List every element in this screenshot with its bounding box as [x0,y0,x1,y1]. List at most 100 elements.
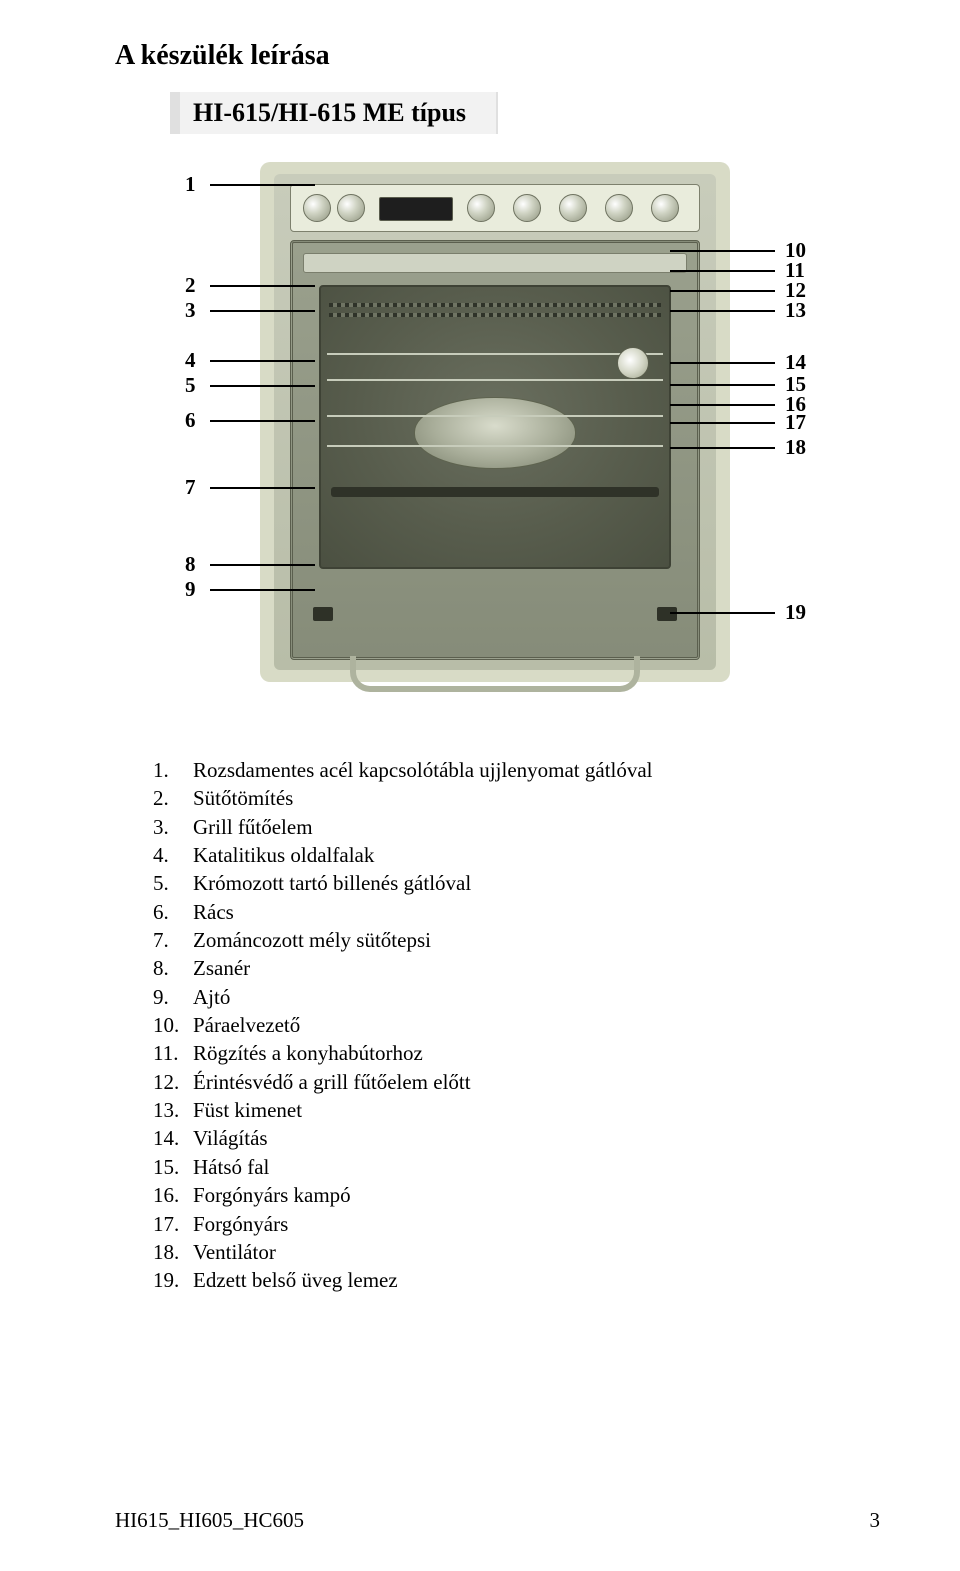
callout-number: 19 [785,600,806,625]
list-item-text: Rögzítés a konyhabútorhoz [193,1039,423,1067]
list-item: 15.Hátsó fal [153,1153,880,1181]
list-item-text: Ventilátor [193,1238,276,1266]
display [379,197,453,221]
grill-element [329,303,661,307]
list-item-number: 4. [153,841,193,869]
list-item: 6.Rács [153,898,880,926]
callout-number: 9 [185,577,196,602]
list-item-number: 5. [153,869,193,897]
list-item: 1.Rozsdamentes acél kapcsolótábla ujjlen… [153,756,880,784]
list-item: 9.Ajtó [153,983,880,1011]
callout-leader [670,404,775,406]
list-item-text: Forgónyárs [193,1210,288,1238]
list-item-text: Érintésvédő a grill fűtőelem előtt [193,1068,471,1096]
list-item-number: 11. [153,1039,193,1067]
grill-element [329,313,661,317]
list-item-text: Világítás [193,1124,268,1152]
callout-leader [670,447,775,449]
list-item-number: 9. [153,983,193,1011]
list-item: 16.Forgónyárs kampó [153,1181,880,1209]
list-item: 12.Érintésvédő a grill fűtőelem előtt [153,1068,880,1096]
callout-leader [210,487,315,489]
list-item-text: Forgónyárs kampó [193,1181,351,1209]
callout-leader [670,362,775,364]
food-rotisserie [414,397,576,469]
rack-rail [327,353,663,355]
list-item-number: 10. [153,1011,193,1039]
rack-rail [327,379,663,381]
callout-number: 7 [185,475,196,500]
callout-number: 6 [185,408,196,433]
knob [605,194,633,222]
callout-number: 13 [785,298,806,323]
control-panel [290,184,700,232]
list-item: 3.Grill fűtőelem [153,813,880,841]
callout-leader [210,589,315,591]
callout-leader [210,285,315,287]
list-item-text: Ajtó [193,983,230,1011]
callout-leader [210,564,315,566]
list-item: 4.Katalitikus oldalfalak [153,841,880,869]
oven-cavity [319,285,671,569]
list-item-number: 8. [153,954,193,982]
callout-number: 8 [185,552,196,577]
callout-leader [670,384,775,386]
hinge [313,607,333,621]
list-item-number: 14. [153,1124,193,1152]
callout-number: 4 [185,348,196,373]
list-item: 2.Sütőtömítés [153,784,880,812]
list-item-number: 7. [153,926,193,954]
knob [651,194,679,222]
knob [467,194,495,222]
list-item-number: 17. [153,1210,193,1238]
list-item-number: 2. [153,784,193,812]
list-item-number: 13. [153,1096,193,1124]
list-item-number: 16. [153,1181,193,1209]
list-item-number: 15. [153,1153,193,1181]
callout-leader [670,270,775,272]
model-subtitle: HI-615/HI-615 ME típus [170,92,498,134]
callout-leader [210,420,315,422]
list-item-number: 3. [153,813,193,841]
list-item: 14.Világítás [153,1124,880,1152]
list-item: 19.Edzett belső üveg lemez [153,1266,880,1294]
footer-doc-id: HI615_HI605_HC605 [115,1508,304,1533]
list-item: 17.Forgónyárs [153,1210,880,1238]
list-item: 10.Páraelvezető [153,1011,880,1039]
oven-diagram: 12345678910111213141516171819 [115,162,855,722]
list-item-text: Páraelvezető [193,1011,300,1039]
door-handle [350,656,640,692]
list-item: 7.Zománcozott mély sütőtepsi [153,926,880,954]
callout-leader [670,422,775,424]
list-item-text: Krómozott tartó billenés gátlóval [193,869,471,897]
list-item-text: Sütőtömítés [193,784,293,812]
list-item-text: Rács [193,898,234,926]
callout-leader [210,310,315,312]
list-item-text: Füst kimenet [193,1096,302,1124]
list-item-number: 18. [153,1238,193,1266]
hinge [657,607,677,621]
list-item-number: 19. [153,1266,193,1294]
callout-number: 1 [185,172,196,197]
oven-light [617,347,649,379]
list-item-text: Rozsdamentes acél kapcsolótábla ujjlenyo… [193,756,653,784]
callout-leader [670,310,775,312]
rack-rail [327,445,663,447]
callout-leader [210,385,315,387]
callout-leader [210,184,315,186]
list-item: 13.Füst kimenet [153,1096,880,1124]
baking-tray [331,487,659,497]
callout-number: 3 [185,298,196,323]
parts-list: 1.Rozsdamentes acél kapcsolótábla ujjlen… [153,756,880,1295]
knob [337,194,365,222]
callout-number: 18 [785,435,806,460]
callout-leader [210,360,315,362]
callout-number: 5 [185,373,196,398]
list-item: 5.Krómozott tartó billenés gátlóval [153,869,880,897]
list-item-text: Edzett belső üveg lemez [193,1266,398,1294]
list-item-text: Zománcozott mély sütőtepsi [193,926,431,954]
rotisserie-spit [327,415,663,417]
oven-front [290,240,700,660]
oven-body [260,162,730,682]
callout-leader [670,250,775,252]
